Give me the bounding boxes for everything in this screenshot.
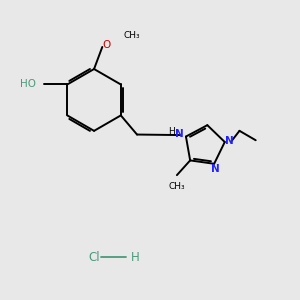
Text: CH₃: CH₃ <box>168 182 184 190</box>
Text: H: H <box>168 127 175 136</box>
Text: N: N <box>211 164 220 174</box>
Text: H: H <box>131 251 140 264</box>
Text: CH₃: CH₃ <box>124 31 140 40</box>
Text: N: N <box>175 129 184 139</box>
Text: O: O <box>102 40 110 50</box>
Text: Cl: Cl <box>88 251 100 264</box>
Text: N: N <box>225 136 234 146</box>
Text: HO: HO <box>20 79 36 88</box>
